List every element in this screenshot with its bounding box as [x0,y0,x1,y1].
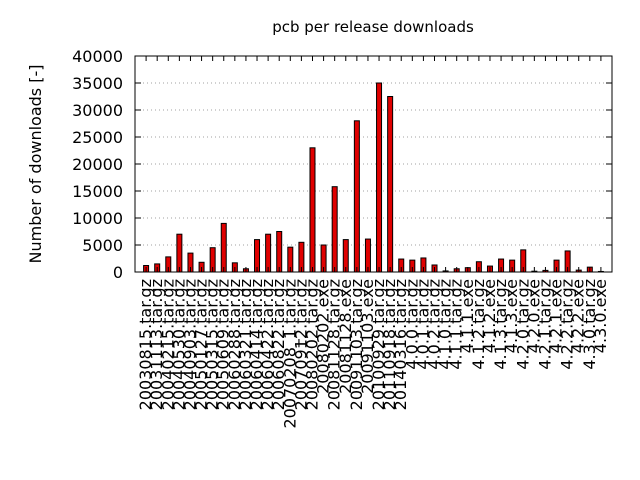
x-tick-label: 4.1.2.tar.gz [469,279,488,370]
x-tick-label: 20040215.tar.gz [158,279,177,410]
bar [276,231,283,273]
x-tick-label: 4.1.1.tar.gz [447,279,466,370]
y-axis-label: Number of downloads [-] [26,65,45,264]
x-tick-label: 4.3.0.tar.gz [580,279,599,370]
x-tick-label: 4.1.2.exe [480,279,499,353]
y-tick-label: 5000 [82,236,123,255]
x-tick-label: 20050315.tar.gz [203,279,222,410]
y-tick-label: 25000 [72,128,123,147]
x-tick-label: 20040530.tar.gz [169,279,188,410]
x-tick-label: 20140316.tar.gz [391,279,410,410]
plot-frame [134,55,613,273]
bar [353,120,360,273]
x-tick-label: 20070912.tar.gz [291,279,310,410]
x-tick-label: 4.1.3.exe [502,279,521,353]
x-tick-label: 20110918.tar.gz [380,279,399,410]
x-tick-label: 20081128.tar.gz [325,279,344,410]
x-tick-label: 4.2.2.exe [569,279,588,353]
bar [309,147,316,273]
x-tick-label: 20040903.tar.gz [180,279,199,410]
x-tick-label: 20070208_1.tar.gz [280,279,300,429]
y-tick-label: 20000 [72,155,123,174]
x-tick-label: 4.3.0.exe [591,279,610,353]
gridlines [135,82,612,246]
x-tick-label: 20091103.exe [358,279,377,394]
bar [387,96,394,273]
x-tick-label: 4.1.0.tar.gz [436,279,455,370]
x-tick-label: 4.2.0.exe [524,279,543,353]
y-tick-label: 40000 [72,47,123,66]
bar [220,222,227,273]
y-tick-label: 15000 [72,182,123,201]
x-tick-label: 4.1.1.exe [458,279,477,353]
bar [376,82,383,273]
x-tick-label: 20081128.exe [336,279,355,394]
bars [143,82,604,273]
x-tick-label: 20080202.exe [314,279,333,394]
x-tick-label: 4.0.1.tar.gz [413,279,432,370]
x-tick-label: 20080202.tar.gz [302,279,321,410]
bar [331,186,338,273]
x-tick-label: 4.2.1.tar.gz [535,279,554,370]
x-tick-label: 20031113.tar.gz [147,279,166,410]
x-tick-label: 20060422.tar.gz [258,279,277,410]
y-tick-label: 0 [113,263,123,282]
bar [265,233,272,273]
x-tick-label: 20091103.tar.gz [347,279,366,410]
x-tick-label: 20060288.tar.gz [225,279,244,410]
x-tick-label: 20050609.tar.gz [214,279,233,410]
x-tick-labels: 20030815.tar.gz20031113.tar.gz20040215.t… [136,279,610,429]
y-tick-labels: 0 5000 10000 15000 20000 25000 30000 35000 40000 [72,47,123,282]
x-tick-label: 20050127.tar.gz [192,279,211,410]
x-tick-label: 20060321.tar.gz [236,279,255,410]
y-tick-label: 10000 [72,209,123,228]
bar [176,233,183,273]
y-tick-label: 35000 [72,74,123,93]
x-tick-label: 20030815.tar.gz [136,279,155,410]
x-tick-label: 4.2.2.tar.gz [558,279,577,370]
x-tick-label: 20060822.tar.gz [269,279,288,410]
x-tick-label: 4.1.3.tar.gz [491,279,510,370]
x-tick-label: 4.2.0.tar.gz [513,279,532,370]
x-tick-label: 20100929.tar.gz [369,279,388,410]
chart-title: pcb per release downloads [272,18,474,36]
y-tick-label: 30000 [72,101,123,120]
x-tick-label: 4.0.2.tar.gz [425,279,444,370]
x-tick-label: 4.0.0.tar.gz [402,279,421,370]
x-tick-label: 20060414.tar.gz [247,279,266,410]
plot-border [134,55,613,273]
x-tick-label: 4.2.1.exe [547,279,566,353]
